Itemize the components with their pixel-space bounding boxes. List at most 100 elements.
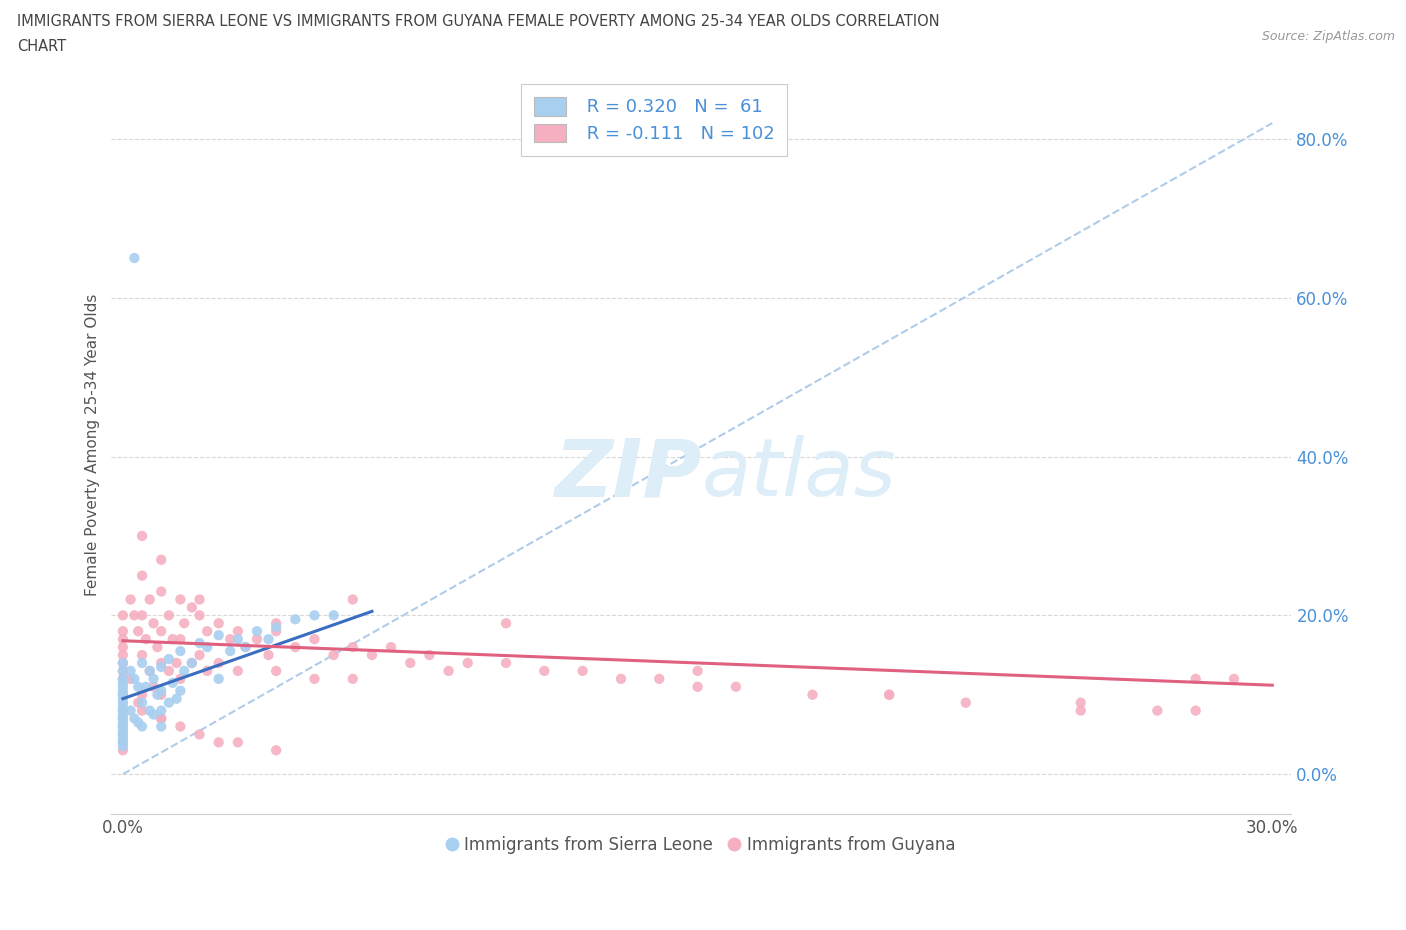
Point [208, 671, 231, 686]
Point [304, 631, 326, 646]
Point [111, 671, 134, 686]
Point [124, 711, 146, 726]
Point [208, 735, 231, 750]
Point [264, 616, 287, 631]
Point [169, 644, 191, 658]
Point [157, 608, 180, 623]
Point [111, 656, 134, 671]
Point [111, 703, 134, 718]
Point [188, 636, 211, 651]
Point [124, 250, 146, 265]
Point [131, 656, 153, 671]
Point [111, 671, 134, 686]
Point [495, 616, 517, 631]
Point [111, 719, 134, 734]
Point [264, 624, 287, 639]
Point [111, 719, 134, 734]
Point [162, 675, 184, 690]
Point [610, 671, 633, 686]
Point [124, 671, 146, 686]
Point [533, 663, 555, 678]
Point [111, 691, 134, 706]
Point [131, 696, 153, 711]
Point [1184, 671, 1206, 686]
Point [457, 656, 479, 671]
Point [955, 696, 977, 711]
Point [138, 663, 160, 678]
Point [264, 663, 287, 678]
Point [111, 723, 134, 737]
Point [1070, 703, 1092, 718]
Point [1184, 703, 1206, 718]
Point [150, 711, 173, 726]
Point [246, 624, 269, 639]
Point [157, 696, 180, 711]
Point [127, 624, 149, 639]
Point [120, 671, 142, 686]
Point [111, 624, 134, 639]
Point [120, 703, 142, 718]
Point [111, 735, 134, 750]
Point [150, 656, 173, 671]
Point [111, 663, 134, 678]
Point [208, 628, 231, 643]
Point [264, 743, 287, 758]
Point [686, 663, 709, 678]
Point [322, 608, 344, 623]
Point [111, 640, 134, 655]
Point [150, 624, 173, 639]
Point [142, 707, 165, 722]
Point [111, 731, 134, 746]
Point [284, 640, 307, 655]
Point [111, 656, 134, 671]
Point [1223, 671, 1246, 686]
Point [1070, 696, 1092, 711]
Point [188, 608, 211, 623]
Point [235, 640, 257, 655]
Point [111, 727, 134, 742]
Point [127, 679, 149, 694]
Point [150, 687, 173, 702]
Point [246, 631, 269, 646]
Point [111, 663, 134, 678]
Point [226, 631, 249, 646]
Point [124, 608, 146, 623]
Point [284, 612, 307, 627]
Point [157, 663, 180, 678]
Point [169, 684, 191, 698]
Point [142, 679, 165, 694]
Point [226, 663, 249, 678]
Point [150, 659, 173, 674]
Point [418, 647, 440, 662]
Point [208, 616, 231, 631]
Point [150, 703, 173, 718]
Point [219, 631, 242, 646]
Point [169, 592, 191, 607]
Point [120, 592, 142, 607]
Point [131, 528, 153, 543]
Point [111, 684, 134, 698]
Point [169, 671, 191, 686]
Point [150, 584, 173, 599]
Text: atlas: atlas [702, 435, 896, 513]
Point [437, 663, 460, 678]
Text: IMMIGRANTS FROM SIERRA LEONE VS IMMIGRANTS FROM GUYANA FEMALE POVERTY AMONG 25-3: IMMIGRANTS FROM SIERRA LEONE VS IMMIGRAN… [17, 14, 939, 29]
Point [195, 624, 218, 639]
Point [131, 687, 153, 702]
Point [571, 663, 593, 678]
Point [127, 715, 149, 730]
Point [150, 719, 173, 734]
Point [188, 727, 211, 742]
Point [111, 608, 134, 623]
Point [304, 671, 326, 686]
Point [111, 727, 134, 742]
Point [111, 675, 134, 690]
Point [111, 715, 134, 730]
Point [111, 696, 134, 711]
Point [138, 703, 160, 718]
Y-axis label: Female Poverty Among 25-34 Year Olds: Female Poverty Among 25-34 Year Olds [86, 294, 100, 596]
Point [1146, 703, 1168, 718]
Point [257, 631, 280, 646]
Point [342, 592, 364, 607]
Point [264, 619, 287, 634]
